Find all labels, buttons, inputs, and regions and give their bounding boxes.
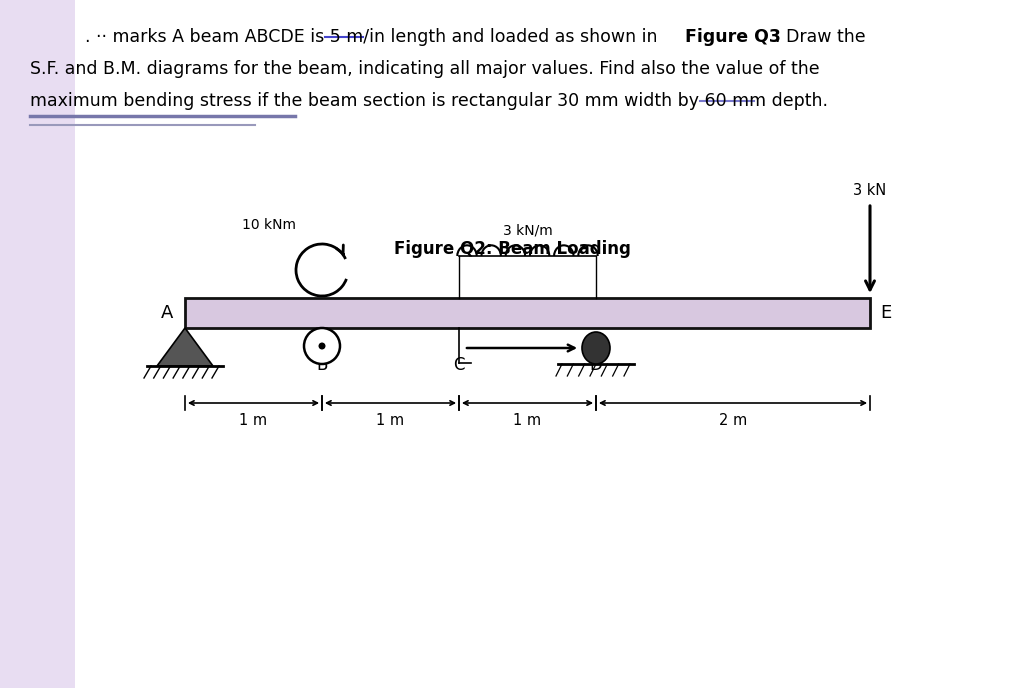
Text: maximum bending stress if the beam section is rectangular 30 mm width by 60 mm d: maximum bending stress if the beam secti… <box>30 92 828 110</box>
Text: 2 m: 2 m <box>719 413 748 428</box>
Text: 3 kN: 3 kN <box>853 183 887 198</box>
Text: B: B <box>316 356 328 374</box>
Text: . ·· marks A beam ABCDE is 5 m/in length and loaded as shown in: . ·· marks A beam ABCDE is 5 m/in length… <box>85 28 663 46</box>
Polygon shape <box>157 328 213 366</box>
Text: C: C <box>454 356 465 374</box>
Text: 3 kN/m: 3 kN/m <box>503 224 552 238</box>
Text: 1 m: 1 m <box>240 413 267 428</box>
Bar <box>0 0 75 688</box>
Text: Figure Q2: Beam Loading: Figure Q2: Beam Loading <box>393 240 631 258</box>
Text: D: D <box>590 356 602 374</box>
Bar <box>185 298 870 328</box>
Text: S.F. and B.M. diagrams for the beam, indicating all major values. Find also the : S.F. and B.M. diagrams for the beam, ind… <box>30 60 819 78</box>
Text: . Draw the: . Draw the <box>775 28 865 46</box>
Text: 10 kNm: 10 kNm <box>242 218 296 232</box>
Text: E: E <box>880 304 891 322</box>
Text: Figure Q3: Figure Q3 <box>685 28 781 46</box>
Text: 1 m: 1 m <box>377 413 404 428</box>
Text: 1 m: 1 m <box>513 413 542 428</box>
Circle shape <box>318 343 326 350</box>
Text: A: A <box>161 304 173 322</box>
Ellipse shape <box>582 332 610 364</box>
Circle shape <box>304 328 340 364</box>
